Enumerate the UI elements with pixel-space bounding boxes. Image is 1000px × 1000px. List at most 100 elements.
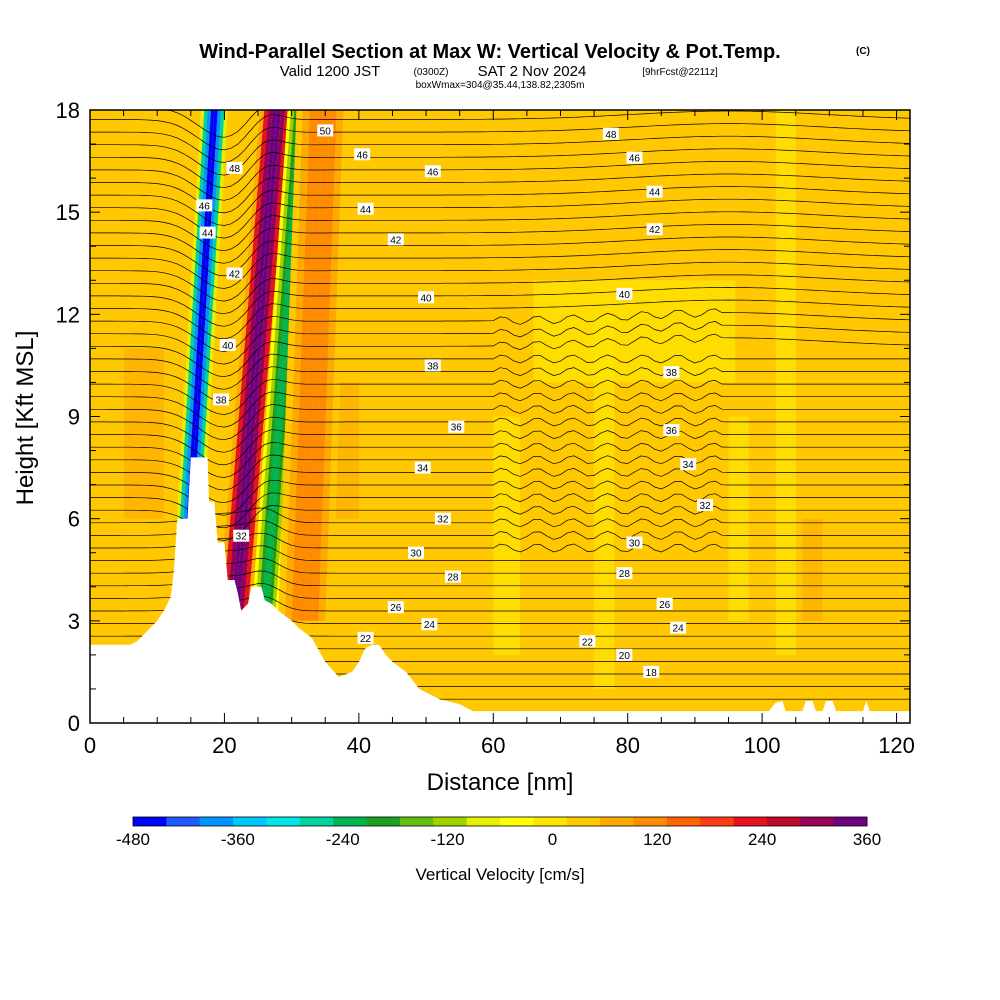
theta-label: 44 — [646, 185, 663, 199]
theta-label-text: 36 — [666, 426, 678, 437]
title-group: Wind-Parallel Section at Max W: Vertical… — [199, 41, 870, 91]
theta-label-box — [354, 148, 371, 161]
forecast-info: [9hrFcst@2211z] — [642, 67, 718, 78]
theta-label-box — [196, 199, 213, 212]
theta-contour — [90, 135, 911, 176]
theta-label-text: 34 — [683, 460, 695, 471]
theta-contour — [90, 532, 910, 553]
colorbar-swatch — [199, 817, 234, 826]
terrain-fill — [90, 457, 910, 723]
theta-label: 46 — [424, 165, 441, 178]
theta-label-box — [663, 366, 680, 379]
theta-label-text: 32 — [437, 515, 449, 526]
y-tick-label: 0 — [68, 711, 80, 736]
theta-contour — [90, 186, 911, 226]
theta-label-box — [643, 665, 660, 678]
theta-label: 30 — [626, 536, 643, 550]
colorbar-swatch — [266, 817, 301, 826]
field-patch — [533, 280, 736, 383]
theta-contour — [90, 507, 910, 528]
box-info: boxWmax=304@35.44,138.82,2305m — [416, 80, 585, 91]
theta-contours — [90, 109, 911, 700]
y-tick-label: 15 — [56, 200, 80, 225]
draft-band — [226, 110, 273, 621]
theta-label: 28 — [616, 567, 633, 580]
theta-label: 40 — [418, 291, 435, 304]
theta-label-text: 24 — [673, 624, 685, 635]
theta-label-box — [357, 631, 374, 644]
theta-label: 46 — [626, 151, 643, 165]
chart-title: Wind-Parallel Section at Max W: Vertical… — [199, 41, 780, 63]
theta-contour — [90, 249, 911, 289]
draft-band — [325, 110, 351, 621]
theta-label: 22 — [357, 631, 374, 645]
theta-label-box — [421, 618, 438, 631]
theta-contour — [90, 211, 911, 252]
theta-label-text: 48 — [229, 164, 241, 175]
theta-label-box — [317, 124, 334, 137]
valid-utc: (0300Z) — [413, 67, 448, 78]
theta-label: 22 — [579, 635, 596, 648]
colorbar-tick-label: -120 — [431, 830, 465, 849]
theta-contour — [90, 378, 910, 415]
theta-label-text: 40 — [222, 341, 234, 352]
x-tick-label: 120 — [878, 733, 915, 758]
x-axis-label: Distance [nm] — [427, 769, 574, 796]
theta-label-text: 36 — [451, 423, 463, 434]
y-tick-label: 6 — [68, 507, 80, 532]
theta-label-text: 32 — [699, 501, 711, 512]
theta-label-text: 18 — [646, 668, 658, 679]
theta-label-text: 24 — [424, 620, 436, 631]
draft-band — [278, 110, 304, 621]
colorbar-swatch — [399, 817, 434, 826]
theta-label-box — [646, 185, 663, 198]
theta-label-box — [407, 546, 424, 559]
theta-label-box — [387, 233, 404, 246]
theta-label: 26 — [387, 601, 404, 614]
theta-label: 36 — [663, 424, 680, 437]
theta-label-box — [357, 202, 374, 215]
theta-contour — [90, 353, 910, 390]
theta-label-box — [670, 621, 687, 634]
theta-label-box — [626, 536, 643, 549]
draft-band — [251, 110, 291, 621]
theta-label-box — [579, 635, 596, 648]
theta-label-text: 26 — [659, 600, 671, 611]
theta-label-box — [448, 420, 465, 433]
theta-label: 32 — [434, 512, 451, 526]
theta-contour — [90, 520, 910, 540]
colorbar-label: Vertical Velocity [cm/s] — [415, 865, 584, 884]
theta-label-box — [616, 287, 633, 300]
theta-contour — [90, 505, 910, 541]
theta-label-text: 42 — [229, 269, 241, 280]
theta-label-box — [387, 601, 404, 614]
theta-label: 32 — [233, 529, 250, 543]
colorbar-tick-label: 120 — [643, 830, 671, 849]
theta-label: 28 — [444, 570, 461, 584]
theta-label-text: 22 — [360, 634, 372, 645]
theta-label-box — [646, 223, 663, 236]
theta-label: 34 — [680, 458, 697, 471]
theta-contour — [90, 492, 910, 529]
theta-label-text: 42 — [390, 235, 402, 246]
field-patch — [493, 416, 521, 655]
theta-label-text: 40 — [619, 290, 631, 301]
theta-label-box — [663, 424, 680, 437]
colorbar-frame — [132, 816, 868, 827]
theta-label-box — [626, 151, 643, 164]
theta-label-text: 30 — [410, 549, 422, 560]
theta-label: 26 — [656, 597, 673, 611]
colorbar-swatch — [566, 817, 601, 826]
draft-band — [298, 110, 324, 621]
theta-label-text: 46 — [199, 201, 211, 212]
colorbar-swatch — [366, 817, 401, 826]
theta-label: 40 — [616, 287, 633, 301]
colorbar-tick-label: -480 — [116, 830, 150, 849]
theta-label-box — [226, 161, 243, 174]
theta-label-box — [656, 597, 673, 610]
theta-contour — [90, 558, 910, 574]
theta-label-text: 38 — [216, 395, 228, 406]
y-tick-label: 18 — [56, 98, 80, 123]
theta-label-box — [226, 267, 243, 280]
theta-label: 24 — [421, 618, 438, 631]
